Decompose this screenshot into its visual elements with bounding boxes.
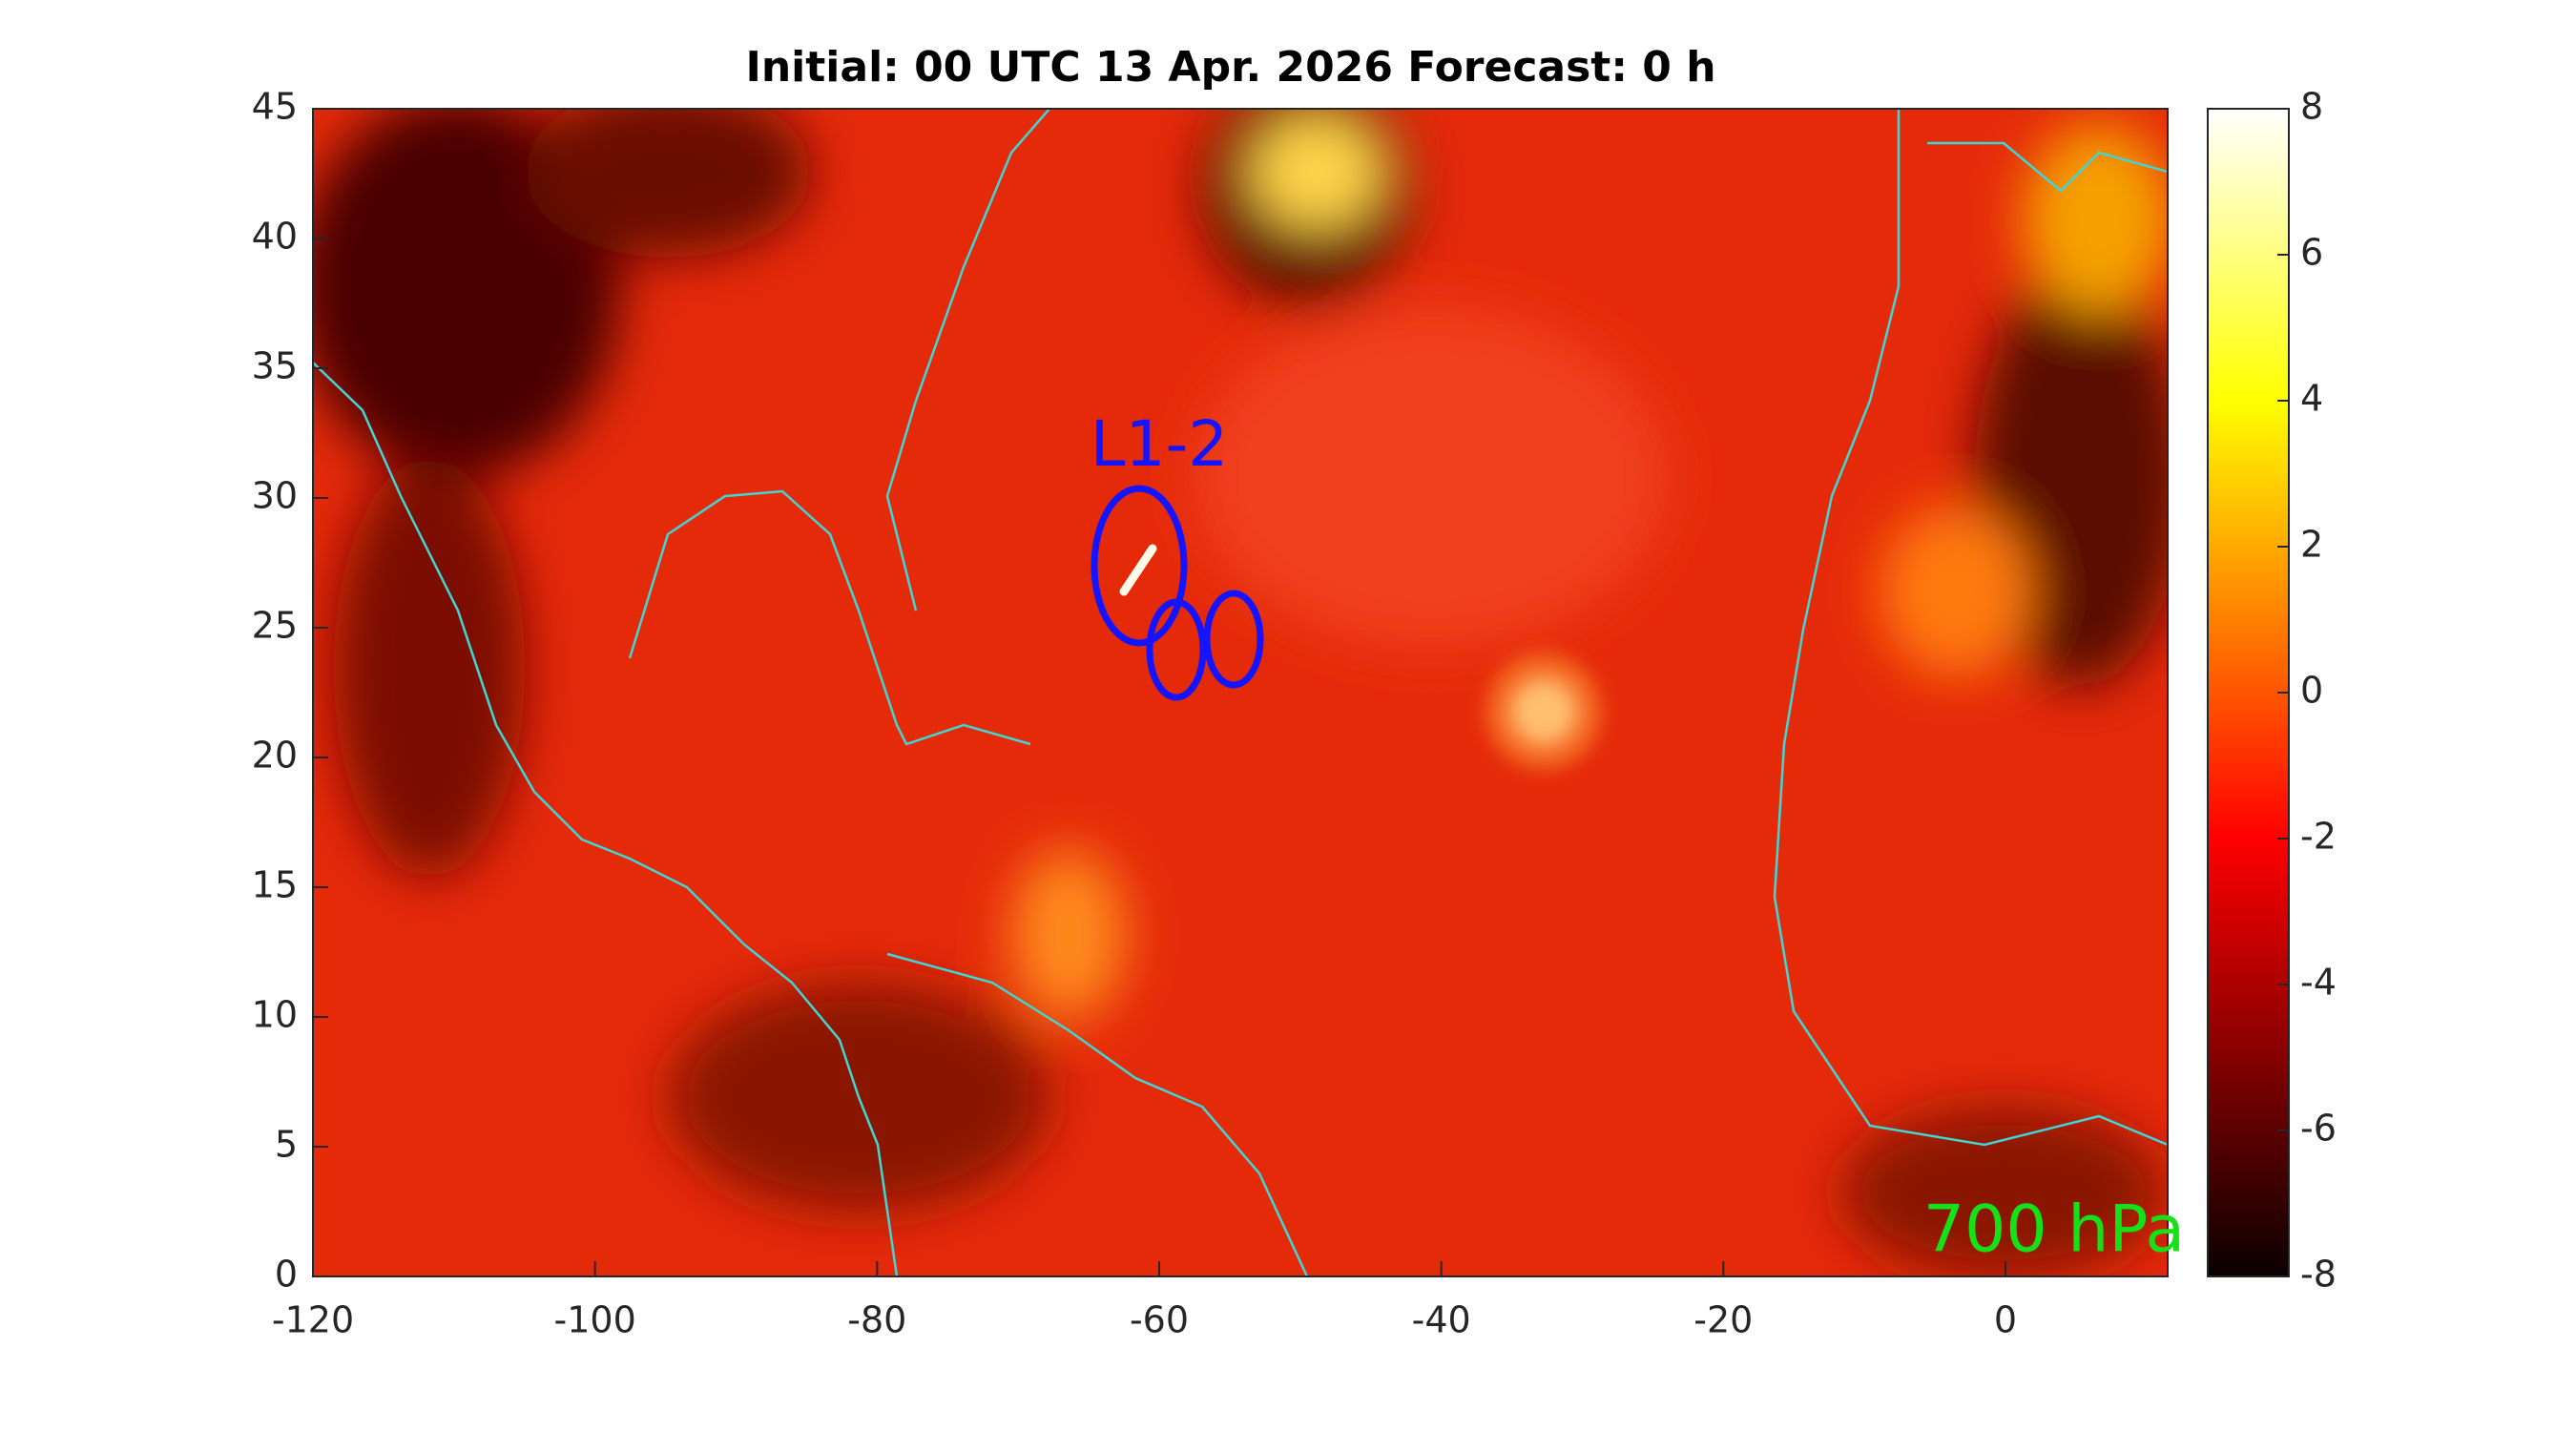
x-tick-label: -120 (272, 1299, 354, 1341)
colorbar-tick-label: -2 (2300, 816, 2337, 858)
x-tick-label: 0 (1994, 1299, 2017, 1341)
y-tick-label: 20 (252, 735, 298, 777)
chart-title: Initial: 00 UTC 13 Apr. 2026 Forecast: 0… (745, 43, 1715, 92)
region-markers (1091, 485, 1264, 701)
colorbar-tick-label: 6 (2300, 232, 2323, 274)
colorbar-tick-label: 2 (2300, 524, 2323, 566)
colorbar-tick-label: -8 (2300, 1254, 2337, 1296)
plot-frame (312, 108, 2169, 1277)
region-label: L1-2 (1091, 407, 1229, 481)
y-tick-label: 30 (252, 475, 298, 517)
colorbar (2207, 108, 2290, 1277)
y-tick-label: 5 (275, 1124, 298, 1166)
y-tick-label: 15 (252, 864, 298, 906)
y-tick-label: 35 (252, 345, 298, 387)
x-tick-label: -100 (554, 1299, 636, 1341)
x-tick-label: -60 (1130, 1299, 1189, 1341)
field-image (313, 109, 2168, 1276)
y-tick-label: 45 (252, 86, 298, 128)
x-tick-label: -20 (1693, 1299, 1753, 1341)
colorbar-tick-label: -4 (2300, 962, 2337, 1004)
colorbar-tick-label: -6 (2300, 1108, 2337, 1150)
y-tick-label: 10 (252, 994, 298, 1036)
y-tick-label: 40 (252, 216, 298, 258)
x-tick-label: -80 (847, 1299, 906, 1341)
colorbar-tick-label: 0 (2300, 670, 2323, 712)
x-tick-label: -40 (1412, 1299, 1471, 1341)
y-tick-label: 25 (252, 605, 298, 647)
colorbar-tick-label: 4 (2300, 378, 2323, 420)
colorbar-tick-label: 8 (2300, 86, 2323, 128)
level-label: 700 hPa (1923, 1192, 2185, 1268)
y-tick-label: 0 (275, 1254, 298, 1296)
